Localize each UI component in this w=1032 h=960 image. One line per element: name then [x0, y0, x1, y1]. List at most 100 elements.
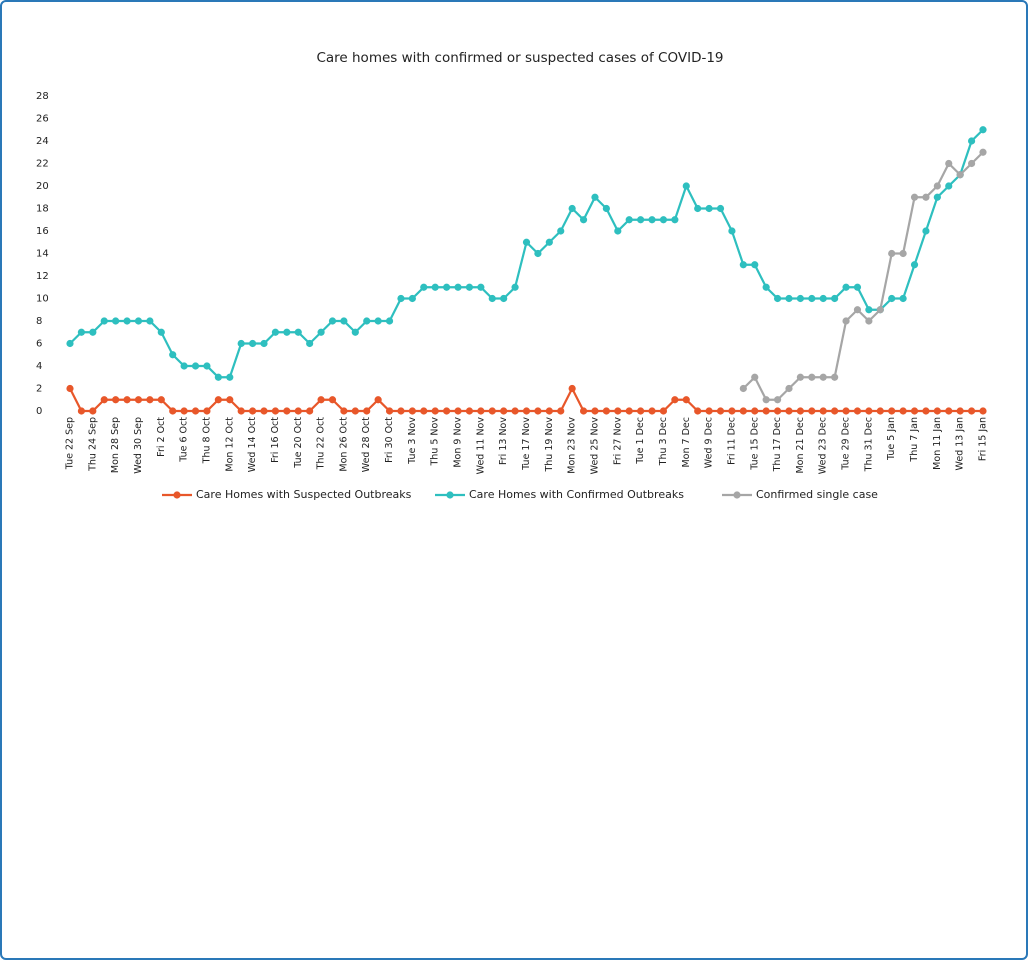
- x-tick-label: Tue 29 Dec: [841, 417, 852, 471]
- point: [614, 227, 622, 235]
- point: [545, 407, 553, 415]
- legend-label: Confirmed single case: [756, 488, 878, 501]
- point: [648, 216, 656, 224]
- point: [454, 407, 462, 415]
- point: [602, 204, 610, 213]
- point: [899, 294, 907, 303]
- point: [933, 407, 941, 415]
- point: [191, 407, 200, 415]
- point: [728, 227, 736, 235]
- point: [351, 328, 359, 336]
- point: [443, 407, 451, 415]
- legend-label: Care Homes with Confirmed Outbreaks: [469, 488, 684, 501]
- point: [716, 204, 725, 213]
- point: [579, 407, 588, 415]
- point: [979, 407, 987, 415]
- x-tick-label: Wed 13 Jan: [955, 417, 966, 470]
- point: [249, 339, 257, 348]
- x-tick-label: Fri 30 Oct: [384, 417, 395, 463]
- point: [134, 396, 143, 404]
- point: [876, 407, 884, 415]
- point: [796, 294, 805, 303]
- x-tick-label: Thu 3 Dec: [658, 417, 669, 466]
- point: [751, 407, 759, 415]
- point: [796, 407, 805, 415]
- point: [979, 148, 987, 156]
- x-tick-label: Tue 3 Nov: [407, 417, 418, 465]
- point: [865, 306, 873, 314]
- point: [739, 384, 747, 393]
- point: [89, 407, 97, 415]
- point: [363, 317, 371, 325]
- y-tick-label: 20: [36, 181, 49, 192]
- point: [945, 407, 953, 415]
- y-tick-label: 22: [36, 159, 49, 170]
- point: [865, 407, 873, 415]
- point: [888, 407, 896, 415]
- point: [648, 407, 656, 415]
- x-tick-label: Fri 15 Jan: [978, 417, 989, 461]
- point: [203, 407, 211, 415]
- y-tick-label: 4: [36, 361, 42, 372]
- x-tick-label: Fri 27 Nov: [612, 417, 623, 465]
- point: [967, 407, 976, 415]
- point: [659, 407, 668, 415]
- point: [979, 126, 987, 134]
- point: [477, 407, 485, 415]
- point: [420, 407, 428, 415]
- point: [933, 193, 941, 201]
- point: [271, 328, 280, 336]
- point: [785, 294, 793, 303]
- point: [431, 407, 439, 415]
- point: [945, 182, 953, 190]
- point: [545, 238, 553, 246]
- point: [625, 216, 633, 224]
- x-tick-label: Thu 24 Sep: [87, 417, 98, 472]
- point: [705, 204, 713, 213]
- point: [762, 407, 770, 415]
- x-tick-label: Mon 23 Nov: [567, 417, 578, 474]
- point: [477, 283, 485, 291]
- point: [203, 362, 211, 370]
- point: [591, 193, 599, 201]
- point: [522, 407, 531, 415]
- point: [808, 294, 816, 303]
- point: [157, 396, 165, 404]
- point: [773, 396, 782, 404]
- point: [831, 407, 839, 415]
- point: [899, 407, 907, 415]
- point: [397, 407, 405, 415]
- point: [739, 407, 747, 415]
- point: [694, 407, 702, 415]
- y-tick-label: 0: [36, 406, 42, 417]
- point: [853, 306, 862, 314]
- x-tick-label: Thu 31 Dec: [863, 417, 874, 472]
- x-tick-label: Thu 19 Nov: [544, 417, 555, 473]
- point: [260, 339, 268, 348]
- point: [317, 328, 325, 336]
- point: [842, 283, 850, 291]
- x-tick-label: Thu 8 Oct: [201, 417, 212, 465]
- point: [328, 317, 337, 325]
- point: [431, 283, 439, 291]
- point: [374, 317, 382, 325]
- point: [100, 317, 108, 325]
- point: [112, 317, 120, 325]
- y-tick-label: 12: [36, 271, 49, 282]
- point: [89, 328, 97, 336]
- x-tick-label: Thu 7 Jan: [909, 417, 920, 463]
- y-tick-label: 14: [36, 249, 49, 260]
- point: [169, 407, 177, 415]
- x-tick-label: Fri 11 Dec: [726, 417, 737, 465]
- point: [751, 261, 759, 269]
- point: [77, 407, 86, 415]
- y-tick-label: 18: [36, 204, 49, 215]
- y-tick-label: 28: [36, 91, 49, 102]
- point: [100, 396, 108, 404]
- point: [500, 407, 508, 415]
- point: [659, 216, 668, 224]
- x-tick-label: Wed 30 Sep: [133, 417, 144, 474]
- point: [773, 407, 782, 415]
- point: [922, 407, 930, 415]
